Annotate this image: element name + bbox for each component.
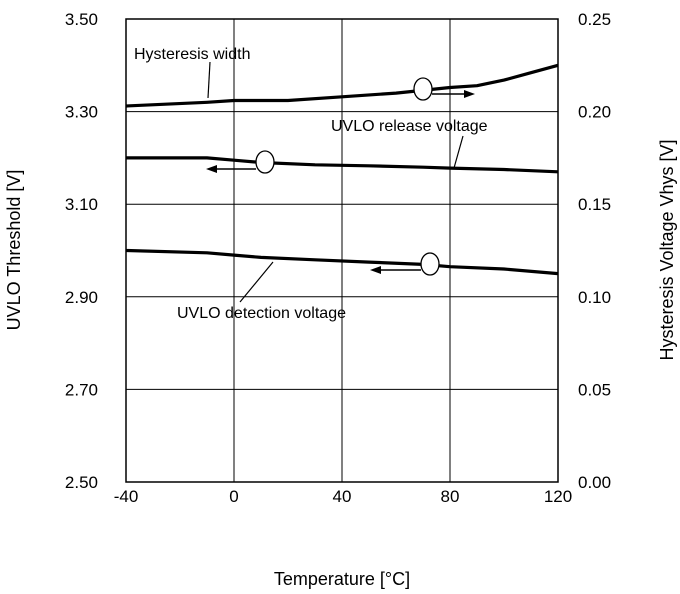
series-label-release: UVLO release voltage bbox=[331, 118, 488, 135]
tick-layer: -40 0 40 80 120 2.50 2.70 2.90 3.10 3.30 3.50 0.00 0… bbox=[65, 10, 611, 506]
series-line-hysteresis bbox=[125, 63, 559, 108]
y-right-tick-label: 0.05 bbox=[578, 380, 611, 399]
y-left-tick-label: 2.70 bbox=[65, 380, 98, 399]
x-tick-label: 80 bbox=[441, 487, 460, 506]
axis-marker-circle-release bbox=[255, 150, 275, 174]
series-line-release bbox=[126, 156, 559, 174]
axis-arrow-left-detection bbox=[370, 266, 421, 274]
y-right-tick-label: 0.10 bbox=[578, 288, 611, 307]
y-left-tick-label: 2.90 bbox=[65, 288, 98, 307]
grid-lines bbox=[126, 19, 558, 482]
x-tick-label: 120 bbox=[544, 487, 572, 506]
y-right-tick-label: 0.00 bbox=[578, 473, 611, 492]
y-right-tick-label: 0.25 bbox=[578, 10, 611, 29]
series-layer bbox=[125, 63, 559, 276]
y-left-tick-label: 3.10 bbox=[65, 195, 98, 214]
y-axis-right-label: Hysteresis Voltage Vhys [V] bbox=[657, 139, 677, 360]
x-axis-label: Temperature [°C] bbox=[274, 569, 410, 589]
y-axis-left-label: UVLO Threshold [V] bbox=[4, 170, 24, 331]
axis-arrow-right bbox=[432, 90, 475, 98]
axis-marker-circle-hysteresis bbox=[413, 77, 433, 101]
leader-detection bbox=[239, 261, 274, 303]
y-left-tick-label: 2.50 bbox=[65, 473, 98, 492]
x-tick-label: 40 bbox=[333, 487, 352, 506]
x-tick-label: -40 bbox=[114, 487, 139, 506]
annotation-layer: Hysteresis width UVLO release voltage UVLO… bbox=[134, 46, 488, 322]
series-line-detection bbox=[125, 248, 559, 276]
x-tick-label: 0 bbox=[229, 487, 238, 506]
y-right-tick-label: 0.20 bbox=[578, 103, 611, 122]
axis-arrow-left-release bbox=[206, 165, 256, 173]
y-left-tick-label: 3.30 bbox=[65, 103, 98, 122]
series-label-detection: UVLO detection voltage bbox=[177, 305, 346, 322]
series-label-hysteresis: Hysteresis width bbox=[134, 46, 250, 63]
axis-marker-circle-detection bbox=[420, 252, 440, 276]
y-left-tick-label: 3.50 bbox=[65, 10, 98, 29]
leader-release bbox=[453, 135, 464, 169]
y-right-tick-label: 0.15 bbox=[578, 195, 611, 214]
leader-hysteresis bbox=[207, 61, 211, 99]
